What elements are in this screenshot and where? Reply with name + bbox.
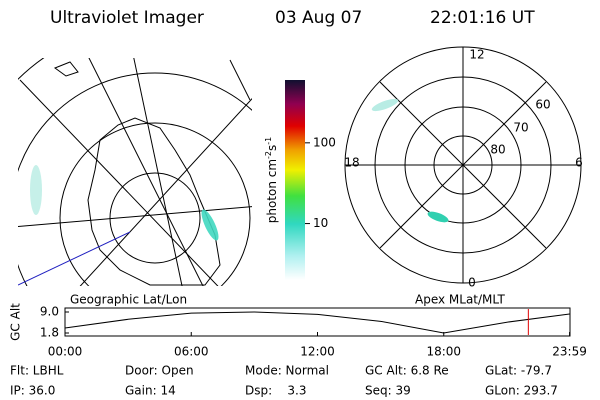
x-tick-label: 12:00 <box>300 345 335 359</box>
unit: photon cm <box>265 159 279 223</box>
panel-label: Apex MLat/MLT <box>415 293 505 307</box>
colorbar-tick-label: 10 <box>313 216 328 230</box>
x-tick-label: 06:00 <box>174 345 209 359</box>
x-tick-label: 23:59 <box>552 345 587 359</box>
info-field: Flt: LBHL <box>10 364 64 378</box>
time: 22:01:16 UT <box>430 8 535 28</box>
mlt-label: 0 <box>468 276 476 290</box>
unit: s <box>265 145 279 151</box>
colorbar-tick-label: 100 <box>313 135 336 149</box>
info-field: Door: Open <box>125 364 194 378</box>
lat-label: 60 <box>535 98 550 112</box>
date: 03 Aug 07 <box>275 8 362 28</box>
polar-plot <box>344 46 582 284</box>
mlt-label: 18 <box>344 156 359 170</box>
info-field: GLat: -79.7 <box>485 364 552 378</box>
info-field: IP: 36.0 <box>10 384 55 398</box>
exp: -2 <box>264 151 273 159</box>
info-field: Seq: 39 <box>365 384 411 398</box>
info-field: GLon: 293.7 <box>485 384 558 398</box>
panel-label: Geographic Lat/Lon <box>70 293 187 307</box>
lat-label: 70 <box>513 121 528 135</box>
x-tick-label: 18:00 <box>426 345 461 359</box>
colorbar-label: photon cm-2s-1 <box>264 137 279 224</box>
lat-label: 80 <box>490 143 505 157</box>
colorbar <box>285 80 305 280</box>
info-field: Mode: Normal <box>245 364 329 378</box>
geo-map <box>18 58 252 286</box>
mlt-label: 6 <box>575 156 583 170</box>
x-tick-label: 00:00 <box>48 345 83 359</box>
altitude-plot-frame <box>64 307 571 337</box>
y-axis-label: GC Alt <box>9 303 23 341</box>
info-field: Dsp: 3.3 <box>245 384 307 398</box>
info-field: GC Alt: 6.8 Re <box>365 364 449 378</box>
instrument: Ultraviolet Imager <box>50 8 204 28</box>
altitude-line <box>64 311 570 334</box>
info-field: Gain: 14 <box>125 384 176 398</box>
mlt-label: 12 <box>469 48 484 62</box>
y-tick-label: 1.8 <box>40 326 59 340</box>
exp: -1 <box>264 137 273 145</box>
y-tick-label: 9.0 <box>40 305 59 319</box>
